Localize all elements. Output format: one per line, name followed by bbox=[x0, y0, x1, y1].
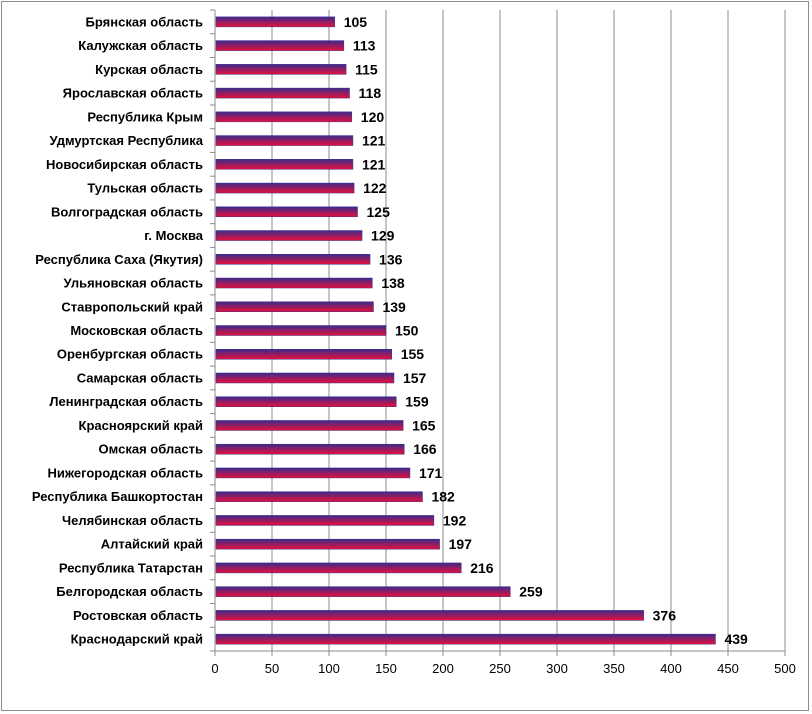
category-label: Республика Татарстан bbox=[59, 560, 203, 575]
value-label: 139 bbox=[382, 299, 406, 315]
value-label: 376 bbox=[653, 607, 677, 623]
bar bbox=[215, 562, 462, 574]
bar bbox=[215, 16, 335, 28]
category-label: Калужская область bbox=[78, 38, 203, 53]
bar bbox=[215, 396, 397, 407]
value-label: 120 bbox=[361, 109, 385, 125]
value-label: 121 bbox=[362, 133, 386, 149]
bar bbox=[215, 135, 354, 146]
category-label: Нижегородская область bbox=[47, 465, 203, 480]
value-label: 121 bbox=[362, 156, 386, 172]
bar bbox=[215, 64, 347, 75]
category-label: Республика Саха (Якутия) bbox=[35, 252, 203, 267]
category-label: Удмуртская Республика bbox=[49, 133, 203, 148]
category-label: Ярославская область bbox=[63, 86, 203, 101]
value-labels: 105 113 115 118 120 121 121 122 125 129 136 138 139 1… bbox=[344, 14, 748, 647]
bar bbox=[215, 182, 355, 194]
bar bbox=[215, 348, 392, 360]
bar bbox=[215, 325, 387, 336]
value-label: 182 bbox=[431, 489, 455, 505]
bar bbox=[215, 301, 374, 313]
bar bbox=[215, 87, 350, 99]
value-label: 155 bbox=[401, 346, 425, 362]
x-tick-label: 0 bbox=[211, 661, 218, 676]
x-tick-label: 200 bbox=[432, 661, 454, 676]
value-label: 192 bbox=[443, 512, 467, 528]
value-label: 171 bbox=[419, 465, 443, 481]
value-label: 166 bbox=[413, 441, 437, 457]
value-label: 105 bbox=[344, 14, 368, 30]
category-labels: Брянская область Калужская область Курская… bbox=[32, 14, 204, 646]
value-label: 125 bbox=[367, 204, 391, 220]
value-label: 136 bbox=[379, 251, 403, 267]
category-label: Ставропольский край bbox=[61, 299, 203, 314]
bar bbox=[215, 277, 373, 289]
bar bbox=[215, 633, 716, 645]
bar bbox=[215, 372, 395, 384]
category-label: Красноярский край bbox=[79, 418, 203, 433]
bar bbox=[215, 206, 358, 218]
bar bbox=[215, 515, 435, 526]
x-tick-label: 300 bbox=[546, 661, 568, 676]
x-tick-label: 150 bbox=[375, 661, 397, 676]
value-label: 197 bbox=[449, 536, 473, 552]
category-label: Белгородская область bbox=[56, 584, 203, 599]
x-axis: 0 50 100 150 200 250 300 350 400 450 500 bbox=[210, 9, 796, 676]
category-label: Самарская область bbox=[77, 370, 203, 385]
category-label: Ростовская область bbox=[73, 608, 203, 623]
value-label: 113 bbox=[353, 38, 376, 54]
value-label: 122 bbox=[363, 180, 387, 196]
category-label: Республика Крым bbox=[87, 109, 203, 124]
x-tick-label: 450 bbox=[717, 661, 739, 676]
category-label: Алтайский край bbox=[101, 537, 203, 552]
bar bbox=[215, 420, 404, 431]
x-tick-label: 50 bbox=[265, 661, 279, 676]
value-label: 115 bbox=[355, 61, 378, 77]
bar bbox=[215, 40, 345, 51]
bar bbox=[215, 586, 511, 597]
value-label: 165 bbox=[412, 417, 436, 433]
category-label: Краснодарский край bbox=[71, 632, 203, 647]
bar bbox=[215, 491, 423, 502]
value-label: 157 bbox=[403, 370, 427, 386]
bar bbox=[215, 538, 440, 550]
bar bbox=[215, 610, 644, 621]
value-label: 118 bbox=[359, 85, 382, 101]
category-label: Омская область bbox=[99, 442, 203, 457]
x-tick-label: 500 bbox=[774, 661, 796, 676]
category-label: Курская область bbox=[95, 62, 203, 77]
x-tick-label: 250 bbox=[489, 661, 511, 676]
category-label: Оренбургская область bbox=[57, 347, 203, 362]
category-label: Ленинградская область bbox=[49, 394, 203, 409]
category-label: Республика Башкортостан bbox=[32, 489, 203, 504]
category-label: Ульяновская область bbox=[64, 276, 203, 291]
category-label: Новосибирская область bbox=[46, 157, 203, 172]
category-label: Брянская область bbox=[86, 14, 203, 29]
category-label: Тульская область bbox=[87, 181, 203, 196]
bar bbox=[215, 467, 411, 479]
category-label: г. Москва bbox=[144, 228, 203, 243]
bar bbox=[215, 111, 353, 123]
value-label: 216 bbox=[470, 560, 494, 576]
bar bbox=[215, 443, 405, 455]
value-label: 439 bbox=[724, 631, 748, 647]
category-label: Волгоградская область bbox=[51, 204, 203, 219]
bars bbox=[215, 16, 716, 645]
value-label: 150 bbox=[395, 323, 419, 339]
bar bbox=[215, 230, 363, 241]
bar bbox=[215, 254, 371, 265]
x-tick-label: 100 bbox=[318, 661, 340, 676]
value-label: 259 bbox=[519, 584, 543, 600]
value-label: 159 bbox=[405, 394, 429, 410]
x-tick-label: 350 bbox=[603, 661, 625, 676]
x-tick-label: 400 bbox=[660, 661, 682, 676]
bar bbox=[215, 159, 354, 170]
category-label: Московская область bbox=[70, 323, 203, 338]
category-label: Челябинская область bbox=[62, 513, 203, 528]
value-label: 129 bbox=[371, 228, 395, 244]
value-label: 138 bbox=[381, 275, 405, 291]
